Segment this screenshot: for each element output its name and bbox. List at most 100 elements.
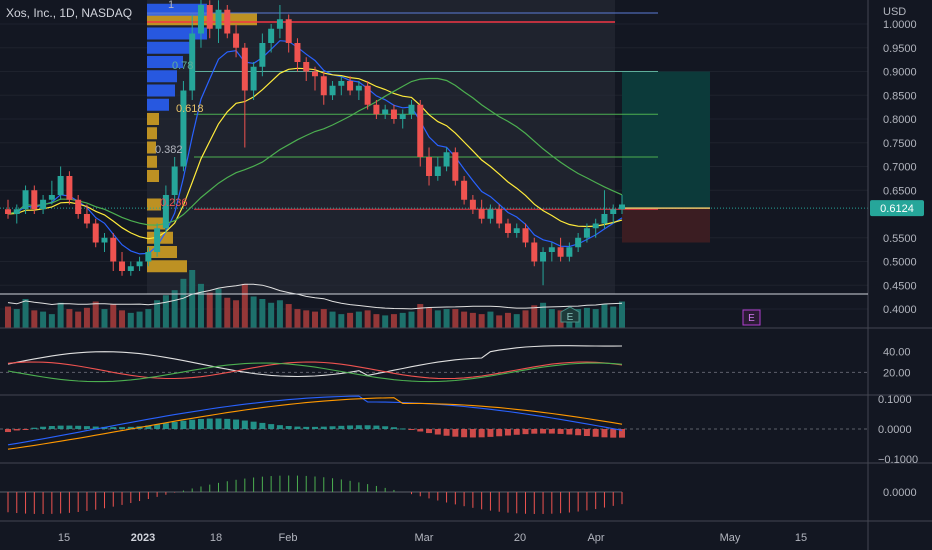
candle-body-54 (478, 209, 485, 219)
candle-body-45 (399, 114, 406, 119)
macd-hist-38 (338, 425, 345, 429)
candle-body-16 (145, 252, 152, 262)
fib-label-078: 0.78 (172, 60, 193, 72)
macd-hist-57 (504, 429, 511, 436)
candle-body-29 (259, 43, 266, 67)
macd-hist-62 (548, 429, 555, 434)
candle-body-19 (171, 166, 178, 195)
time-axis-labels[interactable]: 15 2023 18 Feb Mar 20 Apr May 15 (58, 532, 807, 544)
macd-hist-30 (268, 424, 275, 429)
candle-body-65 (575, 237, 582, 248)
time-label-7: May (720, 532, 741, 544)
osc1-adx (7, 345, 623, 378)
price-tick-3: 0.8500 (883, 90, 917, 102)
time-label-5: 20 (514, 532, 526, 544)
macd-hist-25 (224, 418, 231, 429)
volume-bar-21 (189, 270, 196, 328)
earnings-marker-2-label: E (748, 313, 755, 324)
macd-hist-22 (197, 418, 204, 429)
histogram-oscillator-pane[interactable] (0, 475, 623, 514)
macd-hist-41 (364, 425, 371, 429)
time-label-0: 15 (58, 532, 70, 544)
osc3-tick-0: 0.0000 (883, 487, 917, 499)
candle-body-30 (268, 28, 275, 43)
earnings-marker-1[interactable]: E (560, 306, 580, 323)
macd-hist-12 (110, 427, 117, 429)
symbol-title[interactable]: Xos, Inc., 1D, NASDAQ (6, 6, 132, 20)
candles (5, 0, 625, 286)
candle-body-25 (224, 9, 231, 34)
volume-bar-62 (548, 309, 555, 328)
macd-signal (7, 397, 623, 450)
volume-bar-61 (540, 302, 547, 328)
macd-hist-9 (83, 426, 90, 429)
volume-bar-24 (215, 288, 222, 328)
volume-bar-67 (592, 309, 599, 328)
volume-bar-10 (92, 301, 99, 328)
volume-bar-0 (5, 306, 11, 328)
candle-body-56 (496, 209, 503, 224)
macd-hist-29 (259, 422, 266, 429)
osc1-plus-di (7, 362, 623, 383)
candle-body-17 (154, 228, 161, 252)
volume-bar-23 (206, 292, 213, 328)
volume-ma-line (7, 283, 623, 310)
volume-bar-35 (312, 311, 318, 328)
macd-hist-53 (469, 429, 476, 438)
candle-body-3 (31, 190, 38, 210)
candle-body-49 (434, 166, 441, 176)
macd-hist-2 (22, 429, 29, 430)
time-label-6: Apr (587, 532, 604, 544)
candle-body-14 (127, 266, 134, 271)
macd-hist-33 (294, 426, 301, 429)
last-price-label: 0.6124 (880, 203, 914, 215)
macd-hist-65 (575, 429, 582, 436)
candle-body-35 (312, 71, 318, 77)
time-label-2: 18 (210, 532, 222, 544)
macd-hist-5 (48, 426, 55, 429)
position-target-zone[interactable] (622, 71, 710, 209)
macd-hist-61 (540, 429, 547, 434)
volume-bar-55 (487, 311, 494, 328)
volume-bar-52 (461, 311, 468, 328)
position-stop-zone[interactable] (622, 208, 710, 243)
earnings-marker-2[interactable]: E (742, 309, 761, 326)
price-tick-2: 0.9000 (883, 67, 917, 79)
candle-body-27 (241, 47, 248, 91)
volume-bar-29 (259, 299, 266, 328)
volume-bar-38 (338, 314, 345, 328)
last-price-tag: 0.6124 (870, 200, 924, 217)
macd-hist-21 (189, 419, 196, 429)
dmi-oscillator-pane[interactable] (0, 345, 868, 383)
candle-body-64 (566, 247, 573, 257)
volume-bar-16 (145, 309, 152, 328)
candle-body-10 (92, 223, 99, 243)
macd-hist-10 (92, 426, 99, 429)
macd-hist-47 (417, 429, 424, 432)
candle-body-52 (461, 180, 468, 200)
volume-bar-44 (390, 314, 397, 328)
volume-bar-15 (136, 311, 143, 328)
macd-hist-1 (13, 429, 20, 431)
osc2-tick-1: 0.0000 (878, 424, 912, 436)
volume-bar-59 (522, 310, 529, 328)
macd-oscillator-pane[interactable] (0, 395, 868, 450)
macd-hist-64 (566, 429, 573, 435)
macd-hist-54 (478, 429, 485, 438)
volume-bar-53 (469, 312, 476, 328)
vp-row-17 (147, 260, 187, 273)
volume-bar-68 (601, 304, 608, 328)
candle-body-24 (215, 9, 222, 29)
volume-bar-37 (329, 311, 336, 328)
candle-body-32 (285, 19, 292, 43)
candle-body-7 (66, 176, 73, 200)
price-axis-ticks[interactable]: 1.0000 0.9500 0.9000 0.8500 0.8000 0.7500 0.70… (883, 19, 917, 316)
candle-body-34 (303, 62, 310, 72)
volume-bar-6 (57, 302, 64, 328)
volume-bar-33 (294, 309, 301, 328)
macd-hist-26 (233, 419, 240, 429)
volume-bar-39 (347, 312, 354, 328)
macd-hist-23 (206, 418, 213, 429)
candle-body-42 (373, 104, 380, 115)
